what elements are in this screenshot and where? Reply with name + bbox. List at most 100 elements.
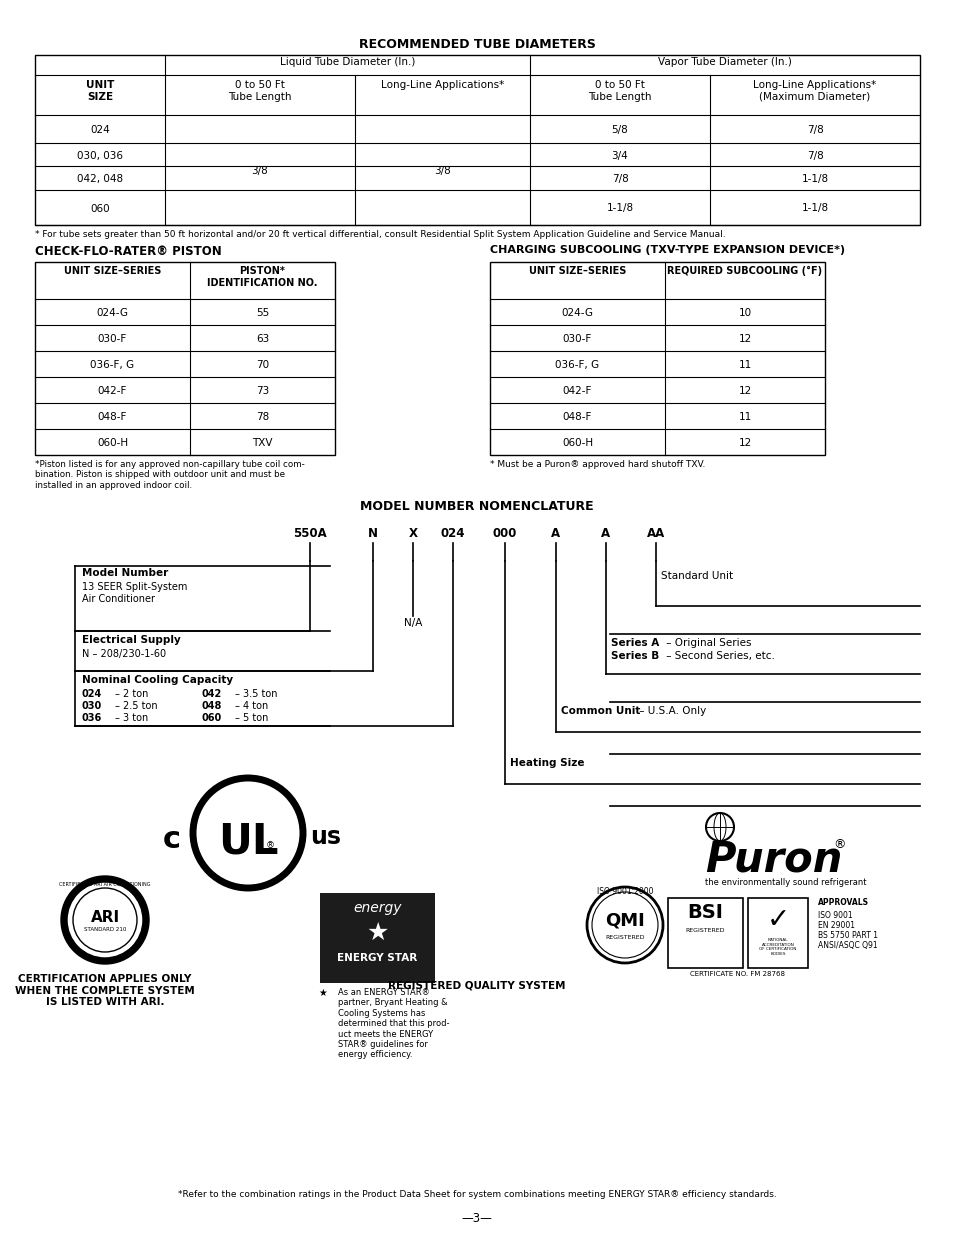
Text: NATIONAL
ACCREDITATION
OF CERTIFICATION
BODIES: NATIONAL ACCREDITATION OF CERTIFICATION … <box>759 939 796 956</box>
Text: AA: AA <box>646 527 664 540</box>
Text: APPROVALS: APPROVALS <box>817 898 868 906</box>
Text: 73: 73 <box>255 387 269 396</box>
Text: ★: ★ <box>317 988 327 998</box>
Text: 10: 10 <box>738 308 751 317</box>
Circle shape <box>73 888 137 952</box>
Circle shape <box>705 813 733 841</box>
Text: 3/4: 3/4 <box>611 151 628 161</box>
Text: 036: 036 <box>82 713 102 722</box>
Text: N – 208/230-1-60: N – 208/230-1-60 <box>82 650 166 659</box>
Text: * For tube sets greater than 50 ft horizontal and/or 20 ft vertical differential: * For tube sets greater than 50 ft horiz… <box>35 230 725 240</box>
Text: Heating Size: Heating Size <box>510 758 584 768</box>
Bar <box>319 893 435 983</box>
Text: EN 29001: EN 29001 <box>817 921 854 930</box>
Text: 7/8: 7/8 <box>806 125 822 135</box>
Text: 3/8: 3/8 <box>434 165 451 177</box>
Text: 030, 036: 030, 036 <box>77 151 123 161</box>
Bar <box>667 898 742 968</box>
Text: 70: 70 <box>255 359 269 370</box>
Text: Long-Line Applications*
(Maximum Diameter): Long-Line Applications* (Maximum Diamete… <box>753 80 876 101</box>
Text: 3/8: 3/8 <box>252 165 268 177</box>
Text: N: N <box>368 527 377 540</box>
Text: A: A <box>551 527 560 540</box>
Text: energy: energy <box>353 902 401 915</box>
Text: – 4 ton: – 4 ton <box>234 701 268 711</box>
Text: the environmentally sound refrigerant: the environmentally sound refrigerant <box>704 878 865 887</box>
Text: 060-H: 060-H <box>561 438 593 448</box>
Text: 048-F: 048-F <box>562 412 592 422</box>
Text: 12: 12 <box>738 387 751 396</box>
Text: Nominal Cooling Capacity: Nominal Cooling Capacity <box>82 676 233 685</box>
Text: UNIT
SIZE: UNIT SIZE <box>86 80 114 101</box>
Text: A: A <box>600 527 610 540</box>
Text: CERTIFICATION APPLIES ONLY
WHEN THE COMPLETE SYSTEM
IS LISTED WITH ARI.: CERTIFICATION APPLIES ONLY WHEN THE COMP… <box>15 974 194 1008</box>
Text: MODEL NUMBER NOMENCLATURE: MODEL NUMBER NOMENCLATURE <box>360 500 593 513</box>
Text: 060: 060 <box>202 713 222 722</box>
Text: c: c <box>163 825 181 853</box>
Text: X: X <box>408 527 417 540</box>
Text: 024-G: 024-G <box>561 308 593 317</box>
Text: STANDARD 210: STANDARD 210 <box>84 927 126 932</box>
Text: 7/8: 7/8 <box>611 174 628 184</box>
Text: – 3.5 ton: – 3.5 ton <box>234 689 277 699</box>
Text: – 3 ton: – 3 ton <box>115 713 161 722</box>
Circle shape <box>592 892 658 958</box>
Text: 048: 048 <box>202 701 222 711</box>
Text: ✓: ✓ <box>765 906 789 934</box>
Text: 036-F, G: 036-F, G <box>91 359 134 370</box>
Text: Liquid Tube Diameter (In.): Liquid Tube Diameter (In.) <box>279 57 415 67</box>
Text: 024-G: 024-G <box>96 308 129 317</box>
Text: 12: 12 <box>738 438 751 448</box>
Text: REGISTERED QUALITY SYSTEM: REGISTERED QUALITY SYSTEM <box>388 981 565 990</box>
Bar <box>35 56 919 225</box>
Text: *Piston listed is for any approved non-capillary tube coil com-
bination. Piston: *Piston listed is for any approved non-c… <box>35 459 304 490</box>
Text: 042-F: 042-F <box>98 387 127 396</box>
Text: *Refer to the combination ratings in the Product Data Sheet for system combinati: *Refer to the combination ratings in the… <box>177 1191 776 1199</box>
Text: CERTIFIED TO ARI AIR CONDITIONING: CERTIFIED TO ARI AIR CONDITIONING <box>59 882 151 887</box>
Text: 1-1/8: 1-1/8 <box>801 174 828 184</box>
Text: 030-F: 030-F <box>562 333 592 345</box>
Text: BS 5750 PART 1: BS 5750 PART 1 <box>817 931 877 940</box>
Text: 1-1/8: 1-1/8 <box>606 204 633 214</box>
Text: 030: 030 <box>82 701 102 711</box>
Text: UNIT SIZE–SERIES: UNIT SIZE–SERIES <box>64 266 161 275</box>
Text: 7/8: 7/8 <box>806 151 822 161</box>
Text: – 5 ton: – 5 ton <box>234 713 268 722</box>
Text: 060-H: 060-H <box>97 438 128 448</box>
Text: 042-F: 042-F <box>562 387 592 396</box>
Text: UL: UL <box>217 821 278 863</box>
Text: BSI: BSI <box>687 903 722 923</box>
Text: ARI: ARI <box>91 910 119 925</box>
Bar <box>35 262 335 454</box>
Text: 11: 11 <box>738 359 751 370</box>
Text: REGISTERED: REGISTERED <box>685 927 724 932</box>
Text: REGISTERED: REGISTERED <box>604 935 644 940</box>
Text: TXV: TXV <box>252 438 273 448</box>
Text: UNIT SIZE–SERIES: UNIT SIZE–SERIES <box>528 266 625 275</box>
Text: Common Unit: Common Unit <box>560 706 639 716</box>
Text: CHARGING SUBCOOLING (TXV-TYPE EXPANSION DEVICE*): CHARGING SUBCOOLING (TXV-TYPE EXPANSION … <box>490 245 844 254</box>
Text: ISO 9001:2000: ISO 9001:2000 <box>597 887 653 897</box>
Bar <box>747 898 807 968</box>
Text: QMI: QMI <box>604 911 644 929</box>
Text: REQUIRED SUBCOOLING (°F): REQUIRED SUBCOOLING (°F) <box>667 266 821 277</box>
Text: Standard Unit: Standard Unit <box>660 571 732 580</box>
Text: Series A: Series A <box>610 638 659 648</box>
Text: 042, 048: 042, 048 <box>77 174 123 184</box>
Bar <box>490 262 824 454</box>
Text: —3—: —3— <box>461 1212 492 1225</box>
Text: CHECK-FLO-RATER® PISTON: CHECK-FLO-RATER® PISTON <box>35 245 221 258</box>
Text: – 2.5 ton: – 2.5 ton <box>115 701 164 711</box>
Text: RECOMMENDED TUBE DIAMETERS: RECOMMENDED TUBE DIAMETERS <box>358 38 595 51</box>
Text: ®: ® <box>266 841 274 850</box>
Circle shape <box>61 876 149 965</box>
Text: 12: 12 <box>738 333 751 345</box>
Text: Air Conditioner: Air Conditioner <box>82 594 154 604</box>
Text: ANSI/ASQC Q91: ANSI/ASQC Q91 <box>817 941 877 950</box>
Text: 11: 11 <box>738 412 751 422</box>
Text: * Must be a Puron® approved hard shutoff TXV.: * Must be a Puron® approved hard shutoff… <box>490 459 704 469</box>
Text: 024: 024 <box>82 689 102 699</box>
Text: ★: ★ <box>366 921 388 945</box>
Text: 024: 024 <box>90 125 110 135</box>
Text: ISO 9001: ISO 9001 <box>817 911 852 920</box>
